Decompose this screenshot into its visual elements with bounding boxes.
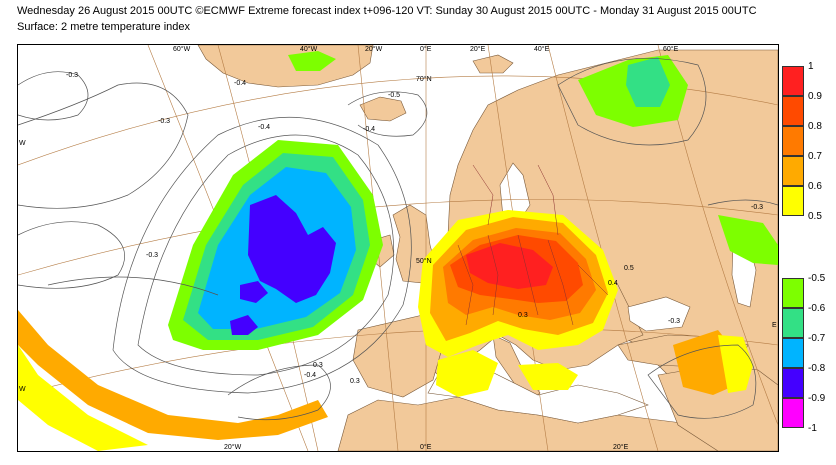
contour-label: -0.3 [146,252,158,259]
contour-label: -0.5 [388,92,400,99]
legend-label: -0.7 [808,333,826,344]
contour-label: -0.4 [258,124,270,131]
black-sea [627,296,691,332]
borders [457,164,609,326]
iceland [359,96,407,122]
lon-label-0e: 0°E [420,45,432,53]
negative-anomaly-russia [288,51,778,265]
lat-label-70n: 70°N [416,75,432,83]
lon-label-20e: 20°E [470,45,486,53]
legend-label: -0.6 [808,303,826,314]
legend-swatch-neg-0.6-0.7 [782,308,804,338]
lon-label-right: E [772,322,777,329]
contour-label: 0.5 [624,265,634,272]
contour-value-labels: -0.3 -0.4 -0.3 -0.4 -0.3 -0.4 -0.5 -0.3 … [66,72,763,385]
legend-label: 0.8 [808,121,822,132]
greenland [197,45,374,88]
svalbard [472,54,514,74]
legend-swatch-neg-0.7-0.8 [782,338,804,368]
legend-label: 0.9 [808,91,822,102]
legend-label: -0.5 [808,273,826,284]
legend-swatch-0.8-0.9 [782,96,804,126]
contour-label: -0.4 [234,80,246,87]
legend-label: 0.6 [808,181,822,192]
lon-label-left-2: W [19,386,26,393]
positive-anomaly-europe [418,210,618,357]
contour-lines [18,58,778,421]
legend-swatch-0.6-0.7 [782,156,804,186]
forecast-map: 60°W 40°W 20°W 0°E 20°E 40°E 60°E 20°W 0… [17,44,779,452]
lon-label-bottom-0e: 0°E [420,443,432,451]
contour-label: 0.3 [313,362,323,369]
legend-label: -0.9 [808,393,826,404]
lon-label-40w: 40°W [300,45,318,53]
contour-label: -0.4 [363,126,375,133]
legend-label: -1 [808,423,817,434]
map-subtitle: Surface: 2 metre temperature index [17,21,191,33]
contour-label: -0.3 [668,318,680,325]
legend-label: 0.7 [808,151,822,162]
lon-label-60w: 60°W [173,45,191,53]
legend-label: 0.5 [808,211,822,222]
legend-swatch-neg-0.9-1 [782,398,804,428]
contour-label: -0.3 [158,118,170,125]
map-title: Wednesday 26 August 2015 00UTC ©ECMWF Ex… [17,5,757,17]
lon-label-40e: 40°E [534,45,550,53]
legend-swatch-neg-0.5-0.6 [782,278,804,308]
lat-label-50n: 50°N [416,257,432,265]
legend-swatch-neg-0.8-0.9 [782,368,804,398]
graticule-labels: 60°W 40°W 20°W 0°E 20°E 40°E 60°E 20°W 0… [19,45,777,451]
contour-label: -0.3 [751,204,763,211]
contour-label: -0.4 [304,372,316,379]
contour-label: 0.4 [608,280,618,287]
contour-label: 0.3 [518,312,528,319]
contour-label: 0.3 [350,378,360,385]
negative-anomaly-atlantic [168,140,383,350]
legend-label: -0.8 [808,363,826,374]
lon-label-bottom-20w: 20°W [224,443,242,451]
lon-label-20w: 20°W [365,45,383,53]
positive-anomaly-south [18,310,753,451]
lon-label-bottom-20e: 20°E [613,443,629,451]
legend-swatch-0.9-1 [782,66,804,96]
contour-label: -0.3 [66,72,78,79]
legend-swatch-0.7-0.8 [782,126,804,156]
legend-swatch-0.5-0.6 [782,186,804,216]
legend-label: 1 [808,61,814,72]
lon-label-60e: 60°E [663,45,679,53]
lon-label-left-1: W [19,140,26,147]
